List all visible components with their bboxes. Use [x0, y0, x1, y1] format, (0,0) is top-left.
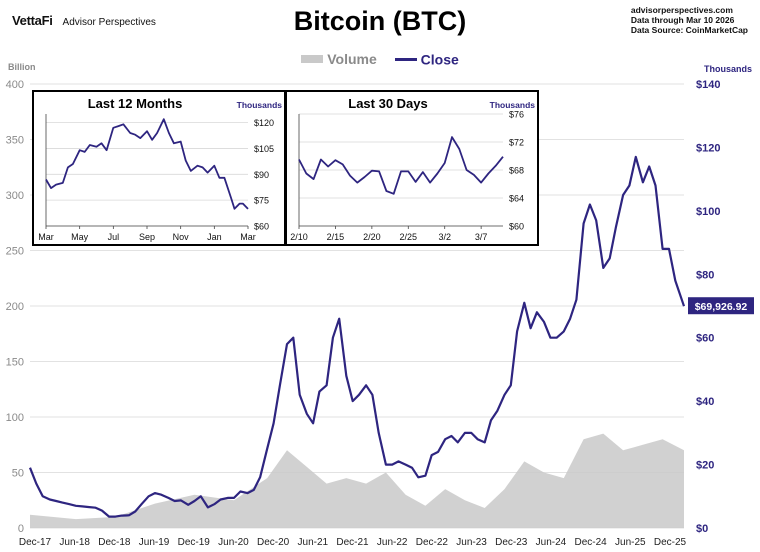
y-left-tick-label: 300 [6, 190, 24, 202]
y-right-tick-label: $140 [696, 79, 720, 91]
vettafi-logo: VettaFi [12, 13, 53, 28]
last-value-label: $69,926.92 [695, 301, 748, 313]
inset-x-tick-label: 2/15 [327, 232, 345, 242]
x-tick-label: Dec-22 [416, 537, 449, 548]
y-right-tick-label: $100 [696, 206, 720, 218]
last-value-badge [688, 297, 754, 315]
legend-volume-swatch [301, 55, 324, 64]
source-block: advisorperspectives.com Data through Mar… [631, 5, 748, 35]
x-tick-label: Jun-25 [615, 537, 646, 548]
legend: Volume Close [0, 50, 760, 67]
x-tick-label: Dec-20 [257, 537, 290, 548]
inset-y-tick-label: $64 [509, 194, 524, 204]
inset-x-tick-label: 2/20 [363, 232, 381, 242]
y-right-tick-label: $40 [696, 396, 714, 408]
volume-area [30, 433, 684, 528]
inset-y-tick-label: $60 [509, 222, 524, 232]
x-tick-label: Jun-23 [456, 537, 487, 548]
x-tick-label: Jun-19 [139, 537, 170, 548]
inset-frame [285, 90, 539, 246]
inset-x-tick-label: Mar [38, 232, 54, 242]
y-left-tick-label: 200 [6, 301, 24, 313]
inset-y-tick-label: $120 [254, 118, 274, 128]
x-tick-label: Jun-22 [377, 537, 408, 548]
y-left-tick-label: 350 [6, 135, 24, 147]
x-tick-label: Jun-18 [59, 537, 90, 548]
y-right-tick-label: $60 [696, 333, 714, 345]
y-right-tick-label: $0 [696, 523, 708, 535]
y-right-tick-label: $20 [696, 460, 714, 472]
inset-x-tick-label: Nov [173, 232, 190, 242]
legend-close-swatch [394, 57, 417, 61]
y-left-tick-label: 250 [6, 246, 24, 258]
inset-y-unit: Thousands [237, 100, 283, 110]
x-tick-label: Dec-21 [336, 537, 369, 548]
inset-close-line [298, 136, 504, 195]
inset-y-tick-label: $76 [509, 110, 524, 120]
close-line [28, 155, 686, 518]
inset-y-tick-label: $60 [254, 222, 269, 232]
y-left-axis-label: Billion [8, 62, 36, 72]
chart-title: Bitcoin (BTC) [293, 6, 467, 36]
x-tick-label: Jun-21 [298, 537, 329, 548]
legend-volume-label: Volume [327, 51, 377, 68]
inset-x-tick-label: May [71, 232, 89, 242]
brand-subtitle: Advisor Perspectives [62, 17, 156, 28]
y-left-tick-label: 50 [12, 468, 24, 480]
inset-x-tick-label: Sep [139, 232, 155, 242]
inset-x-tick-label: 2/25 [400, 232, 418, 242]
inset-title: Last 30 Days [348, 96, 428, 111]
inset-y-tick-label: $105 [254, 144, 274, 154]
y-left-tick-label: 150 [6, 357, 24, 369]
y-left-tick-label: 100 [6, 412, 24, 424]
x-tick-label: Dec-19 [178, 537, 211, 548]
x-tick-label: Dec-18 [98, 537, 131, 548]
x-tick-label: Jun-20 [218, 537, 249, 548]
inset-x-tick-label: 3/2 [438, 232, 451, 242]
inset-x-tick-label: Mar [240, 232, 256, 242]
y-right-tick-label: $120 [696, 142, 720, 154]
y-left-tick-label: 400 [6, 79, 24, 91]
source-line-date: Data through Mar 10 2026 [630, 15, 735, 25]
inset-title: Last 12 Months [88, 96, 183, 111]
brand: VettaFi Advisor Perspectives [12, 13, 156, 28]
inset-y-unit: Thousands [490, 100, 536, 110]
inset-close-line [45, 118, 249, 210]
last-30-days-inset: Last 30 Days Thousands $60 $64 $68 $72 $76 2/10… [285, 90, 539, 246]
inset-x-tick-label: 3/7 [475, 232, 488, 242]
x-tick-label: Jun-24 [536, 537, 567, 548]
y-left-tick-label: 0 [18, 523, 24, 535]
inset-x-tick-label: Jul [108, 232, 120, 242]
last-12-months-inset: Last 12 Months Thousands $60 $75 $90 $105 $120… [32, 90, 286, 246]
y-right-tick-label: $80 [696, 269, 714, 281]
inset-y-tick-label: $72 [509, 138, 524, 148]
x-tick-label: Dec-25 [654, 537, 687, 548]
inset-y-tick-label: $68 [509, 166, 524, 176]
source-line-site: advisorperspectives.com [630, 5, 733, 15]
inset-x-tick-label: Jan [207, 232, 222, 242]
x-tick-label: Dec-24 [575, 537, 608, 548]
source-line-provider: Data Source: CoinMarketCap [630, 25, 748, 35]
inset-y-tick-label: $75 [254, 196, 269, 206]
inset-frame [32, 90, 286, 246]
inset-y-tick-label: $90 [254, 170, 269, 180]
x-tick-label: Dec-17 [19, 537, 52, 548]
x-tick-label: Dec-23 [495, 537, 528, 548]
y-right-axis-label: Thousands [704, 64, 752, 74]
legend-close-label: Close [420, 51, 459, 68]
inset-x-tick-label: 2/10 [290, 232, 308, 242]
